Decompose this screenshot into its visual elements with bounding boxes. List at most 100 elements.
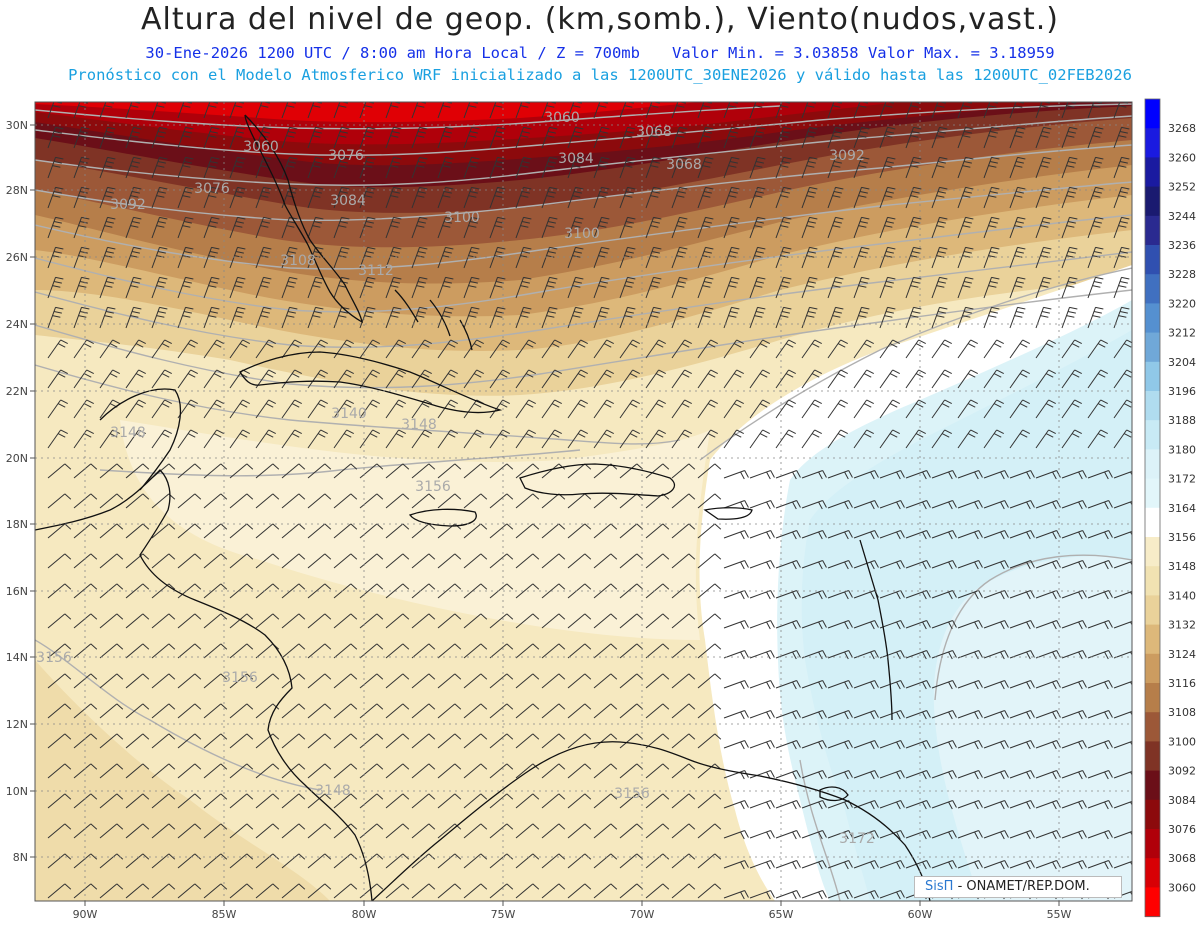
wind-barb [775,216,792,239]
wind-barb [151,763,176,779]
wind-barb [437,793,462,809]
wind-barb [723,680,749,690]
wind-barb [671,276,688,299]
wind-barb [671,643,696,659]
wind-barb [749,620,775,630]
wind-barb [203,429,224,449]
wind-barb [255,339,276,359]
wind-barb [983,500,1009,510]
wind-barb [281,399,302,419]
wind-barb [385,883,410,899]
wind-barb [905,156,922,179]
wind-barb [515,186,532,209]
wind-barb [151,186,168,209]
wind-barb [1061,399,1082,419]
wind-barb [879,890,905,900]
wind-barb [723,530,749,540]
wind-barb [1009,680,1035,690]
coastline-bahamas [394,289,473,351]
wind-barb [489,643,514,659]
wind-barb [697,493,722,509]
wind-barb [359,883,384,899]
wind-barb [931,369,952,389]
wind-barb [385,823,410,839]
wind-barb [437,493,462,509]
contour-label: 3084 [330,193,366,209]
wind-barb [879,860,905,870]
wind-barb [229,643,254,659]
wind-barb [697,733,722,749]
colorbar-swatch [1145,391,1160,421]
wind-barb [1009,830,1035,840]
wind-barb [697,793,722,809]
wind-barb [723,369,744,389]
wind-barb [463,823,488,839]
wind-barb [619,339,640,359]
wind-barb [567,216,584,239]
wind-barb [645,429,666,449]
wind-barb [749,560,775,570]
wind-barb [879,650,905,660]
wind-barb [1061,650,1087,660]
wind-barb [333,553,358,569]
wind-barb [723,830,749,840]
wind-barb [723,560,749,570]
wind-barb [801,620,827,630]
wind-barb [931,830,957,840]
wind-barb [905,710,931,720]
wind-barb [671,853,696,869]
wind-barb [1087,306,1104,329]
wind-barb [125,823,150,839]
contour-label: 3156 [415,479,451,495]
colorbar-level-label: 3132 [1168,619,1196,632]
wind-barb [411,733,436,749]
wind-barb [671,823,696,839]
wind-barb [489,853,514,869]
wind-barb [697,156,714,179]
wind-barb [593,216,610,239]
wind-barb [437,823,462,839]
wind-barb [1087,500,1113,510]
coastline-yucatan [99,388,182,491]
wind-barb [151,523,176,539]
wind-barb [775,156,792,179]
wind-barb [645,523,670,539]
wind-barb [1113,650,1132,659]
wind-barb [99,156,116,179]
wind-barb [515,733,540,749]
wind-barb [957,399,978,419]
wind-barb [229,553,254,569]
wind-barb [541,306,558,329]
wind-barb [1113,800,1132,809]
wind-barb [541,429,562,449]
wind-barb [957,530,983,540]
wind-barb [177,643,202,659]
wind-barb [515,463,540,479]
wind-barb [489,673,514,689]
wind-barb [541,339,562,359]
wind-barb [489,156,506,179]
wind-barb [671,369,692,389]
wind-barb [99,763,124,779]
wind-barb [177,763,202,779]
wind-barb [151,733,176,749]
wind-barb [515,613,540,629]
wind-barb [541,883,566,899]
wind-barb [1113,710,1132,719]
lon-tick-label: 85W [212,908,237,921]
wind-barb [645,793,670,809]
wind-barb [359,399,380,419]
wind-barb [125,463,150,479]
wind-barb [1009,429,1030,449]
wind-barb [411,216,428,239]
wind-barb [73,306,90,329]
wind-barb [1113,530,1132,539]
wind-barb [489,763,514,779]
wind-barb [73,463,98,479]
wind-barb [437,429,458,449]
wind-barb [307,369,328,389]
wind-barb [151,369,172,389]
wind-barb [1061,216,1078,239]
wind-barb [333,276,350,299]
contour-label: 3076 [194,181,230,197]
